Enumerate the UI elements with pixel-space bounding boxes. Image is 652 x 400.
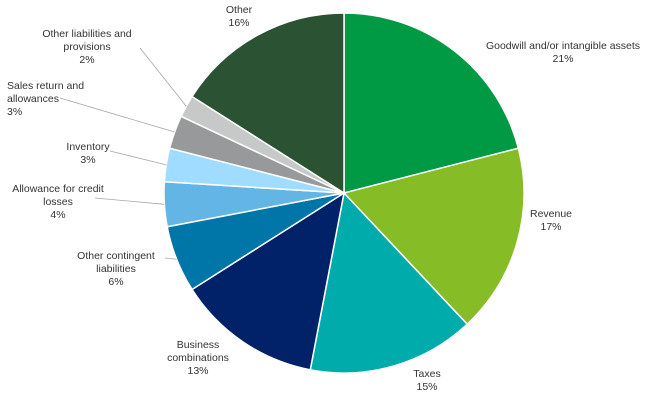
label-sales-return: Sales return and allowances 3% — [7, 80, 87, 119]
label-other-liabilities-value: 2% — [79, 54, 95, 66]
label-revenue: Revenue 17% — [530, 208, 572, 234]
label-taxes-value: 15% — [416, 381, 438, 393]
label-other-contingent: Other contingent liabilities 6% — [61, 250, 171, 289]
label-sales-return-name: Sales return and allowances — [7, 80, 85, 105]
label-goodwill-name: Goodwill and/or intangible assets — [485, 40, 641, 52]
pie-slice-0 — [343, 12, 520, 194]
label-business-combinations: Business combinations 13% — [153, 339, 243, 378]
label-inventory-name: Inventory — [66, 141, 110, 153]
label-taxes: Taxes 15% — [413, 368, 440, 394]
label-other: Other 16% — [226, 4, 252, 30]
label-business-combinations-value: 13% — [187, 365, 209, 377]
label-other-contingent-value: 6% — [108, 276, 124, 288]
label-inventory: Inventory 3% — [66, 141, 109, 167]
label-revenue-name: Revenue — [529, 208, 573, 220]
pie-slices — [163, 12, 525, 374]
label-other-value: 16% — [228, 17, 250, 29]
pie-slice-9 — [190, 12, 345, 195]
leader-line-4 — [164, 257, 177, 260]
label-allowance-credit: Allowance for credit losses 4% — [3, 183, 113, 222]
label-taxes-name: Taxes — [413, 368, 441, 380]
pie-slice-1 — [342, 147, 525, 326]
leader-line-7 — [59, 97, 175, 133]
leader-line-6 — [109, 150, 167, 166]
label-sales-return-value: 3% — [7, 106, 23, 118]
label-goodwill-value: 21% — [552, 53, 574, 65]
leader-line-8 — [139, 47, 187, 107]
pie-slice-3 — [190, 191, 346, 371]
label-revenue-value: 17% — [540, 221, 562, 233]
leader-lines — [59, 47, 187, 260]
pie-slice-2 — [309, 191, 469, 374]
label-other-name: Other — [225, 4, 253, 16]
label-goodwill: Goodwill and/or intangible assets 21% — [486, 40, 640, 66]
label-inventory-value: 3% — [80, 154, 96, 166]
leader-line-5 — [94, 197, 165, 205]
label-other-liabilities: Other liabilities and provisions 2% — [27, 28, 147, 67]
label-business-combinations-name: Business combinations — [167, 339, 229, 364]
label-other-liabilities-name: Other liabilities and provisions — [42, 28, 132, 53]
label-other-contingent-name: Other contingent liabilities — [77, 250, 155, 275]
label-allowance-credit-value: 4% — [50, 209, 66, 221]
label-allowance-credit-name: Allowance for credit losses — [12, 183, 104, 208]
